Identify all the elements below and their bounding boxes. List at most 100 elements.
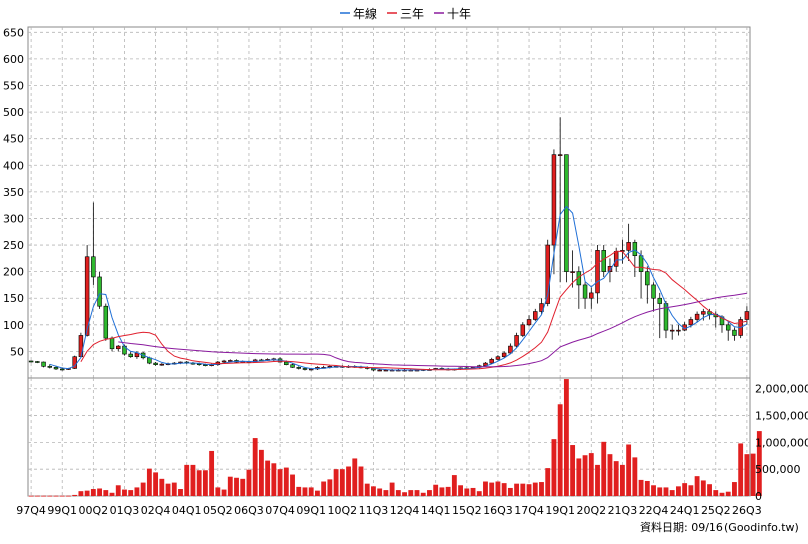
volume-bar <box>756 431 762 496</box>
price-tick-label: 300 <box>3 212 24 225</box>
volume-bar <box>427 490 432 496</box>
candle-body <box>557 154 563 156</box>
volume-bar <box>34 495 40 497</box>
volume-bar <box>352 458 358 496</box>
candle-body <box>669 329 675 332</box>
volume-bar <box>165 483 171 496</box>
volume-bar <box>707 484 712 496</box>
candle-body <box>582 284 588 299</box>
volume-bar <box>408 490 414 496</box>
candle-body <box>302 368 308 370</box>
volume-bar <box>402 492 407 496</box>
volume-bar <box>78 491 84 496</box>
x-tick-label: 24Q1 <box>670 504 700 517</box>
price-tick-label: 250 <box>3 239 24 252</box>
candle-body <box>203 364 208 367</box>
candle <box>676 324 681 336</box>
price-panel-border <box>27 26 751 379</box>
candle <box>657 292 662 339</box>
volume-bar <box>744 454 750 496</box>
volume-bar <box>464 488 470 496</box>
volume-bar <box>675 486 681 496</box>
candle-body <box>564 154 569 272</box>
volume-bar <box>395 490 401 496</box>
volume-bar <box>290 474 295 496</box>
legend: 年線 三年 十年 <box>340 6 471 21</box>
volume-bar <box>445 486 451 496</box>
x-tick-label: 01Q3 <box>110 504 140 517</box>
volume-bar <box>146 468 152 496</box>
volume-bar <box>271 463 277 496</box>
volume-bar <box>234 477 239 496</box>
volume-bar <box>669 490 675 496</box>
candle-body <box>296 367 301 369</box>
candle-body <box>84 256 90 336</box>
candle-body <box>601 250 606 272</box>
legend-label: 三年 <box>400 7 424 21</box>
price-tick-label: 200 <box>3 266 24 279</box>
volume-bar <box>215 487 221 496</box>
price-tick-label: 100 <box>3 319 24 332</box>
data-date-label: 資料日期: 09/16 <box>640 520 723 534</box>
volume-bar <box>713 490 719 496</box>
legend-label: 十年 <box>447 7 471 21</box>
candle-body <box>725 324 731 331</box>
candle-body <box>632 242 638 256</box>
candle <box>501 351 507 358</box>
volume-bar <box>613 461 619 496</box>
candle <box>128 351 133 358</box>
candle-body <box>694 313 700 320</box>
volume-bar <box>302 487 308 496</box>
candle-body <box>701 311 706 315</box>
candle <box>732 327 737 341</box>
volume-series <box>28 379 762 497</box>
candle <box>520 322 526 338</box>
price-tick-label: 550 <box>3 80 24 93</box>
volume-bar <box>246 469 252 496</box>
volume-bar <box>84 490 90 496</box>
x-tick-label: 97Q4 <box>16 504 46 517</box>
volume-bar <box>333 469 339 496</box>
candle <box>91 202 96 285</box>
volume-bar <box>520 483 526 496</box>
x-tick-label: 22Q4 <box>639 504 669 517</box>
candle-body <box>508 345 513 354</box>
candle <box>651 282 656 312</box>
candle-body <box>489 359 494 364</box>
volume-bar <box>557 404 563 496</box>
candle <box>582 282 588 309</box>
candle <box>116 345 121 352</box>
volume-bar <box>638 479 644 496</box>
candle <box>576 266 582 309</box>
volume-bar <box>657 487 663 496</box>
candle-body <box>116 345 121 350</box>
candle <box>159 363 165 366</box>
volume-bar <box>196 470 202 496</box>
candle-body <box>221 360 227 363</box>
candle <box>694 311 700 323</box>
legend-label: 年線 <box>353 6 377 21</box>
candle-body <box>688 319 694 326</box>
candle-body <box>377 369 382 372</box>
volume-bar <box>738 443 744 496</box>
price-axis: 50 100 150 200 250 300 350 400 450 500 550 600 650 <box>3 26 24 358</box>
volume-bar <box>688 485 694 496</box>
candle-body <box>570 271 575 273</box>
volume-bar <box>489 482 495 496</box>
volume-bar <box>277 469 283 496</box>
volume-bar <box>526 484 532 496</box>
candle-body <box>501 352 507 358</box>
volume-bar <box>420 492 426 496</box>
x-tick-label: 17Q4 <box>514 504 544 517</box>
volume-bar <box>184 464 190 496</box>
candle <box>589 287 594 309</box>
volume-tick-label: 2,000,000 <box>755 383 808 396</box>
volume-bar <box>72 494 78 496</box>
candle <box>35 360 40 364</box>
x-tick-label: 25Q2 <box>701 504 731 517</box>
x-tick-label: 19Q1 <box>545 504 575 517</box>
volume-bar <box>190 464 196 496</box>
volume-bar <box>632 457 638 496</box>
